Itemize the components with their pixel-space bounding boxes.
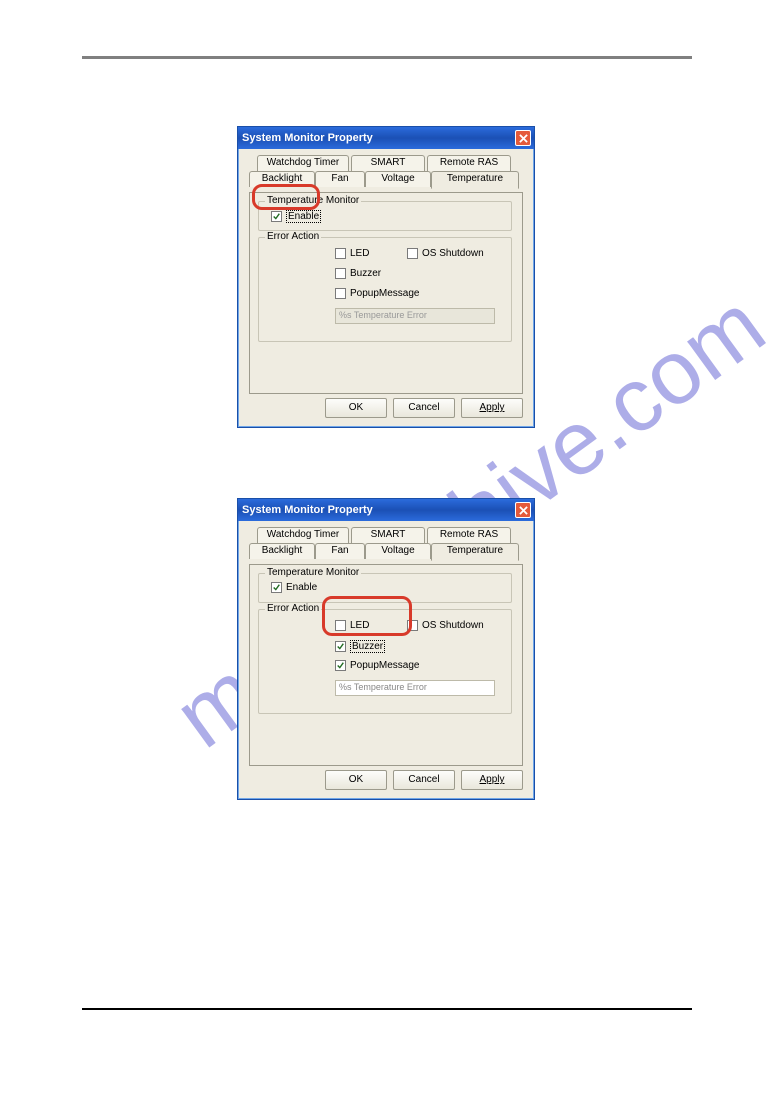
button-row: OK Cancel Apply — [325, 398, 523, 418]
tab-remote-ras[interactable]: Remote RAS — [427, 527, 511, 543]
checkbox-popup-label: PopupMessage — [350, 660, 420, 671]
dialog-system-monitor-1: System Monitor Property Watchdog Timer S… — [237, 126, 535, 428]
tab-panel: Temperature Monitor Enable Error Action … — [249, 192, 523, 394]
checkbox-popup-label: PopupMessage — [350, 288, 420, 299]
checkbox-led[interactable] — [335, 620, 346, 631]
checkbox-buzzer[interactable] — [335, 641, 346, 652]
checkbox-enable-label: Enable — [286, 582, 317, 593]
checkbox-osshutdown[interactable] — [407, 620, 418, 631]
tab-temperature[interactable]: Temperature — [431, 171, 519, 189]
group-error-action: Error Action LED OS Shutdown Buzzer Popu… — [258, 609, 512, 714]
group-label-error-action: Error Action — [265, 603, 321, 614]
checkbox-osshutdown-label: OS Shutdown — [422, 620, 484, 631]
checkbox-osshutdown-row[interactable]: OS Shutdown — [407, 620, 484, 631]
checkbox-enable-label: Enable — [286, 210, 321, 223]
tab-voltage[interactable]: Voltage — [365, 171, 431, 187]
ok-button[interactable]: OK — [325, 398, 387, 418]
checkbox-buzzer[interactable] — [335, 268, 346, 279]
tab-fan[interactable]: Fan — [315, 543, 365, 559]
checkbox-osshutdown-label: OS Shutdown — [422, 248, 484, 259]
ok-button[interactable]: OK — [325, 770, 387, 790]
apply-button[interactable]: Apply — [461, 770, 523, 790]
horizontal-rule-top — [82, 56, 692, 59]
close-icon — [519, 506, 528, 515]
checkbox-buzzer-label: Buzzer — [350, 268, 381, 279]
tab-fan[interactable]: Fan — [315, 171, 365, 187]
group-label-temp-monitor: Temperature Monitor — [265, 195, 361, 206]
checkbox-buzzer-row[interactable]: Buzzer — [335, 640, 385, 653]
checkbox-led-label: LED — [350, 620, 369, 631]
tab-bar: Watchdog Timer SMART Remote RAS Backligh… — [249, 527, 523, 561]
group-temperature-monitor: Temperature Monitor Enable — [258, 573, 512, 603]
horizontal-rule-bottom — [82, 1008, 692, 1010]
popup-text-input-disabled: %s Temperature Error — [335, 308, 495, 324]
dialog-title: System Monitor Property — [242, 132, 373, 144]
close-icon — [519, 134, 528, 143]
tab-watchdog[interactable]: Watchdog Timer — [257, 155, 349, 171]
checkbox-enable[interactable] — [271, 211, 282, 222]
close-button[interactable] — [515, 502, 531, 518]
checkbox-popup-row[interactable]: PopupMessage — [335, 660, 420, 671]
checkbox-osshutdown-row[interactable]: OS Shutdown — [407, 248, 484, 259]
tab-smart[interactable]: SMART — [351, 155, 425, 171]
tab-bar: Watchdog Timer SMART Remote RAS Backligh… — [249, 155, 523, 189]
tab-watchdog[interactable]: Watchdog Timer — [257, 527, 349, 543]
checkbox-enable-row[interactable]: Enable — [271, 582, 317, 593]
tab-smart[interactable]: SMART — [351, 527, 425, 543]
group-error-action: Error Action LED OS Shutdown Buzzer Popu… — [258, 237, 512, 342]
checkbox-enable[interactable] — [271, 582, 282, 593]
checkbox-osshutdown[interactable] — [407, 248, 418, 259]
checkbox-buzzer-row[interactable]: Buzzer — [335, 268, 381, 279]
checkbox-popup[interactable] — [335, 660, 346, 671]
dialog-body: Watchdog Timer SMART Remote RAS Backligh… — [241, 521, 531, 796]
checkbox-enable-row[interactable]: Enable — [271, 210, 321, 223]
button-row: OK Cancel Apply — [325, 770, 523, 790]
tab-voltage[interactable]: Voltage — [365, 543, 431, 559]
dialog-body: Watchdog Timer SMART Remote RAS Backligh… — [241, 149, 531, 424]
cancel-button[interactable]: Cancel — [393, 770, 455, 790]
group-label-temp-monitor: Temperature Monitor — [265, 567, 361, 578]
tab-backlight[interactable]: Backlight — [249, 171, 315, 187]
group-label-error-action: Error Action — [265, 231, 321, 242]
popup-text-input[interactable]: %s Temperature Error — [335, 680, 495, 696]
checkbox-popup[interactable] — [335, 288, 346, 299]
checkbox-buzzer-label: Buzzer — [350, 640, 385, 653]
checkbox-led-label: LED — [350, 248, 369, 259]
checkbox-led-row[interactable]: LED — [335, 620, 369, 631]
close-button[interactable] — [515, 130, 531, 146]
tab-remote-ras[interactable]: Remote RAS — [427, 155, 511, 171]
dialog-system-monitor-2: System Monitor Property Watchdog Timer S… — [237, 498, 535, 800]
checkbox-led[interactable] — [335, 248, 346, 259]
apply-button[interactable]: Apply — [461, 398, 523, 418]
cancel-button[interactable]: Cancel — [393, 398, 455, 418]
tab-temperature[interactable]: Temperature — [431, 543, 519, 561]
dialog-title: System Monitor Property — [242, 504, 373, 516]
titlebar[interactable]: System Monitor Property — [238, 499, 534, 521]
titlebar[interactable]: System Monitor Property — [238, 127, 534, 149]
group-temperature-monitor: Temperature Monitor Enable — [258, 201, 512, 231]
tab-backlight[interactable]: Backlight — [249, 543, 315, 559]
checkbox-popup-row[interactable]: PopupMessage — [335, 288, 420, 299]
tab-panel: Temperature Monitor Enable Error Action … — [249, 564, 523, 766]
checkbox-led-row[interactable]: LED — [335, 248, 369, 259]
